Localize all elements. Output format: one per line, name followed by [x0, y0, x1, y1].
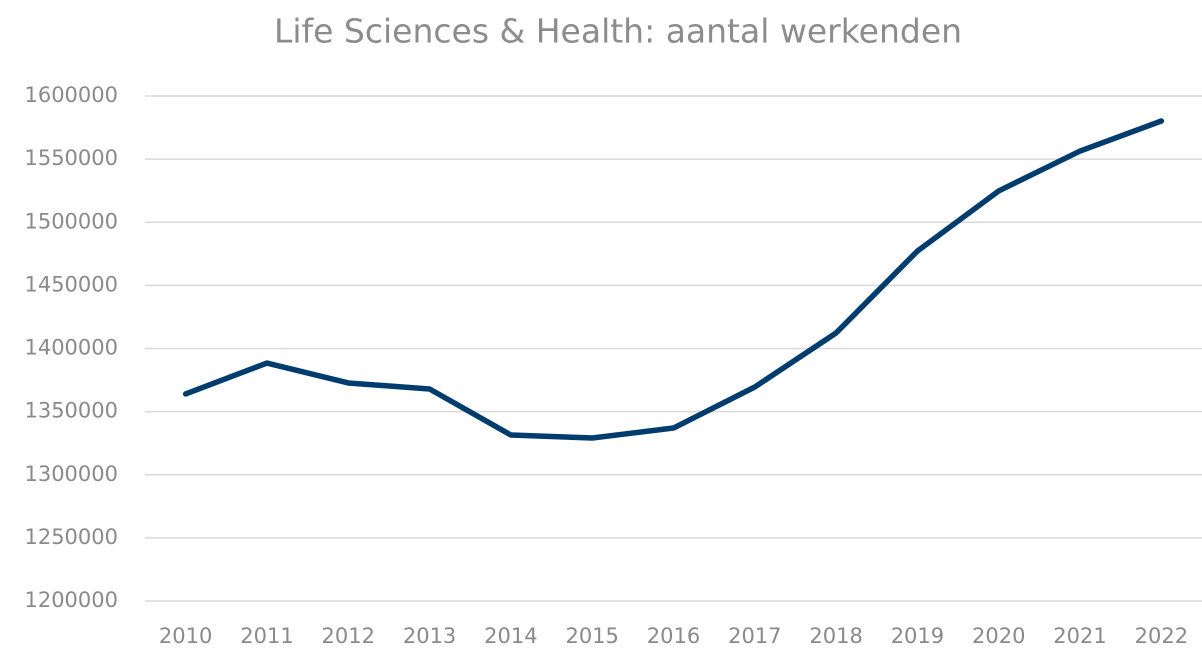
y-tick-label: 1550000: [24, 146, 118, 170]
x-tick-label: 2019: [891, 624, 944, 648]
x-tick-label: 2017: [728, 624, 781, 648]
x-tick-label: 2020: [972, 624, 1025, 648]
data-line: [182, 118, 1165, 441]
chart-title: Life Sciences & Health: aantal werkenden: [274, 12, 962, 51]
y-tick-label: 1250000: [24, 525, 118, 549]
y-tick-label: 1300000: [24, 462, 118, 486]
y-tick-label: 1450000: [24, 272, 118, 296]
y-tick-label: 1600000: [24, 83, 118, 107]
x-tick-label: 2013: [403, 624, 456, 648]
x-tick-label: 2015: [565, 624, 618, 648]
x-tick-label: 2010: [159, 624, 212, 648]
y-tick-label: 1500000: [24, 209, 118, 233]
x-tick-label: 2018: [809, 624, 862, 648]
x-tick-label: 2021: [1053, 624, 1106, 648]
y-tick-label: 1400000: [24, 336, 118, 360]
y-tick-label: 1350000: [24, 399, 118, 423]
x-tick-label: 2016: [647, 624, 700, 648]
x-tick-label: 2014: [484, 624, 537, 648]
x-tick-label: 2012: [322, 624, 375, 648]
x-tick-label: 2022: [1135, 624, 1188, 648]
x-tick-label: 2011: [240, 624, 293, 648]
y-tick-label: 1200000: [24, 588, 118, 612]
